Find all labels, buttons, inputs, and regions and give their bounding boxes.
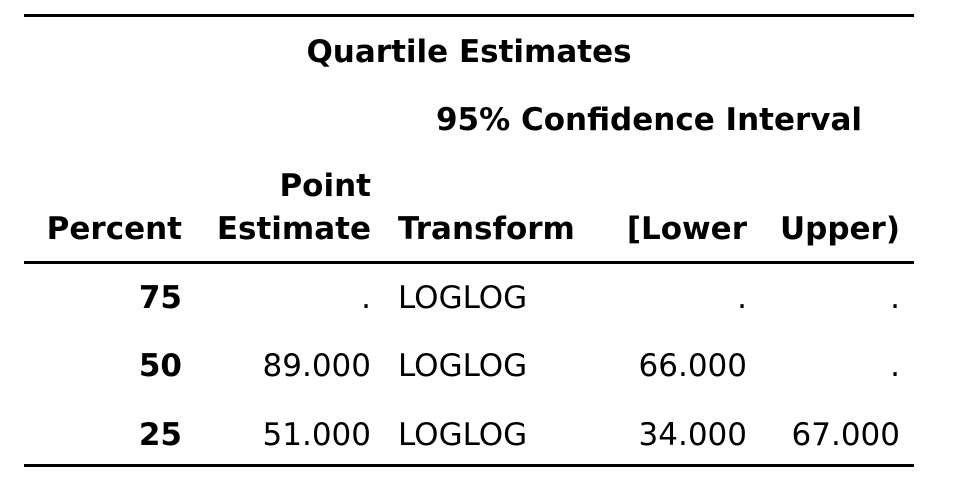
table-row-transform: LOGLOG [398,348,528,384]
column-header-transform: Transform [398,211,575,247]
column-header-percent: Percent [46,211,182,247]
table-top-rule [24,14,914,17]
table-row-upper: . [890,348,900,384]
quartile-estimates-table: Quartile Estimates 95% Confidence Interv… [24,14,914,470]
table-row-upper: . [890,280,900,316]
table-bottom-rule [24,464,914,467]
column-header-lower: [Lower [626,211,747,247]
table-row-point-estimate: 51.000 [262,417,371,453]
table-row-lower: . [737,280,747,316]
table-row-point-estimate: 89.000 [262,348,371,384]
column-header-point-line1: Point [279,168,371,204]
confidence-interval-header: 95% Confidence Interval [435,102,863,138]
table-row-transform: LOGLOG [398,280,528,316]
header-divider-rule [24,261,914,264]
table-row-percent: 50 [138,348,182,384]
column-header-upper: Upper) [779,211,900,247]
column-header-point-line2: Estimate [216,211,371,247]
table-row-lower: 34.000 [638,417,747,453]
table-row-upper: 67.000 [791,417,900,453]
table-row-lower: 66.000 [638,348,747,384]
table-title: Quartile Estimates [306,34,632,70]
table-row-point-estimate: . [361,280,371,316]
table-row-transform: LOGLOG [398,417,528,453]
table-row-percent: 75 [138,280,182,316]
table-row-percent: 25 [138,417,182,453]
